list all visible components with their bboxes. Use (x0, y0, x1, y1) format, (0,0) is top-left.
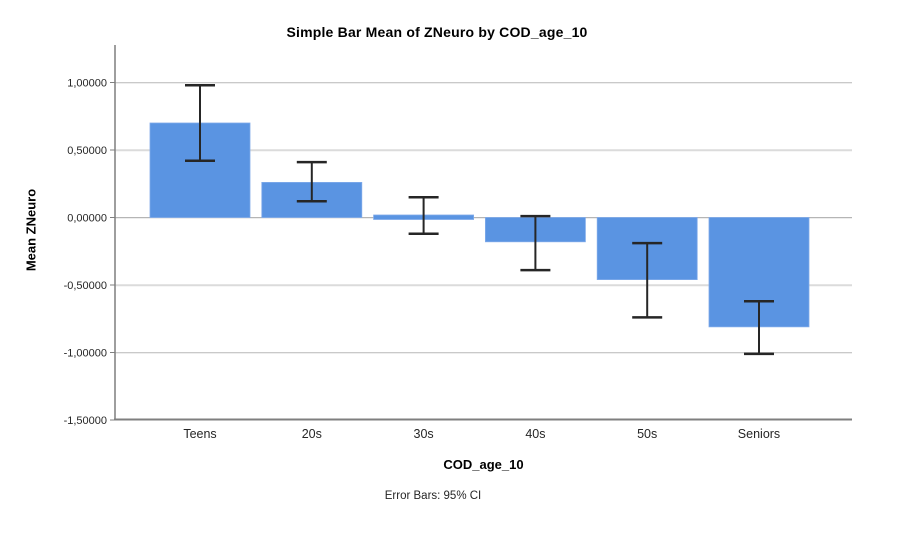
x-tick-label-50s: 50s (637, 427, 657, 441)
x-tick-label-20s: 20s (302, 427, 322, 441)
x-tick-label-40s: 40s (525, 427, 545, 441)
error-bars-footnote: Error Bars: 95% CI (384, 490, 482, 502)
y-tick-label: 0,00000 (67, 213, 107, 225)
x-tick-label-seniors: Seniors (738, 427, 780, 441)
y-tick-label: -1,00000 (64, 348, 107, 360)
y-tick-label: -1,50000 (64, 415, 107, 427)
x-tick-label-30s: 30s (414, 427, 434, 441)
x-axis-title: COD_age_10 (443, 457, 524, 472)
x-tick-label-teens: Teens (183, 427, 216, 441)
y-tick-label: 0,50000 (67, 145, 107, 157)
y-tick-label: 1,00000 (67, 78, 107, 90)
chart-title: Simple Bar Mean of ZNeuro by COD_age_10 (286, 24, 588, 40)
y-tick-label: -0,50000 (64, 280, 107, 292)
